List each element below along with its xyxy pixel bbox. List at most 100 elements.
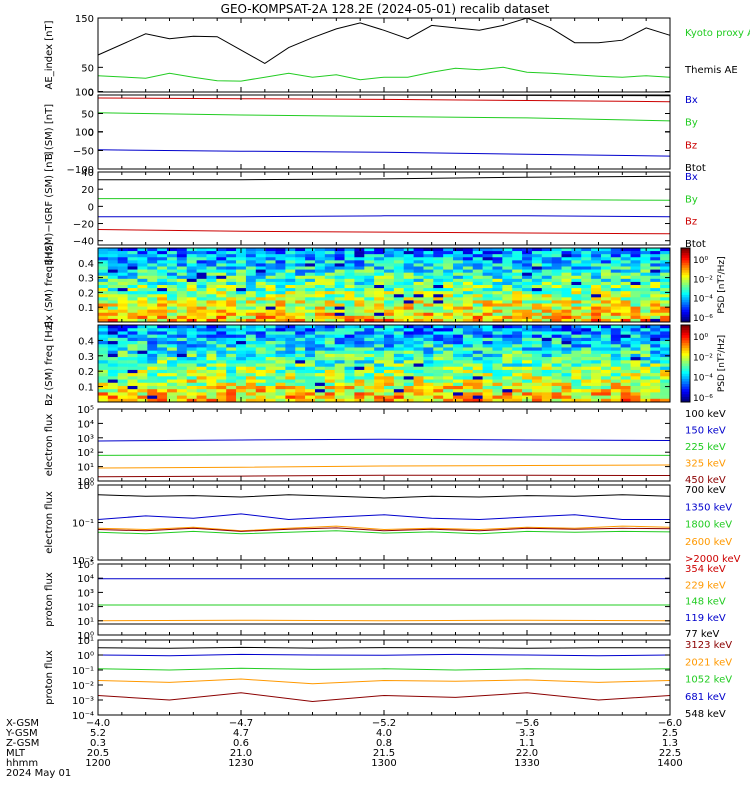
spectrogram-cell xyxy=(176,328,188,332)
spectrogram-cell xyxy=(107,334,119,339)
spectrogram-cell xyxy=(295,257,306,261)
spectrogram-cell xyxy=(512,337,523,342)
spectrogram-cell xyxy=(216,379,227,384)
spectrogram-cell xyxy=(344,257,355,261)
spectrogram-cell xyxy=(581,334,592,339)
spectrogram-cell xyxy=(403,328,414,332)
spectrogram-cell xyxy=(571,306,582,310)
spectrogram-cell xyxy=(384,392,395,396)
spectrogram-cell xyxy=(354,350,365,355)
spectrogram-cell xyxy=(531,269,543,273)
colorbar-step xyxy=(681,348,690,352)
spectrogram-cell xyxy=(482,373,493,377)
spectrogram-cell xyxy=(137,382,148,387)
spectrogram-cell xyxy=(137,257,148,261)
y-tick-label: 10⁴ xyxy=(77,419,94,430)
spectrogram-cell xyxy=(354,337,365,342)
spectrogram-cell xyxy=(137,303,148,307)
spectrogram-cell xyxy=(98,344,109,348)
spectrogram-cell xyxy=(98,353,109,358)
spectrogram-cell xyxy=(561,318,572,323)
spectrogram-cell xyxy=(512,275,523,280)
spectrogram-cell xyxy=(571,281,582,286)
spectrogram-cell xyxy=(285,291,296,295)
spectrogram-cell xyxy=(541,300,552,304)
spectrogram-cell xyxy=(245,315,257,320)
spectrogram-cell xyxy=(660,318,671,323)
spectrogram-cell xyxy=(433,318,444,323)
spectrogram-cell xyxy=(660,347,671,351)
spectrogram-cell xyxy=(324,291,335,295)
spectrogram-cell xyxy=(423,389,434,393)
spectrogram-cell xyxy=(147,269,158,273)
spectrogram-cell xyxy=(541,254,552,258)
spectrogram-cell xyxy=(551,373,562,377)
spectrogram-cell xyxy=(650,300,661,304)
spectrogram-cell xyxy=(196,300,207,304)
spectrogram-cell xyxy=(314,269,326,273)
spectrogram-cell xyxy=(295,389,306,393)
spectrogram-cell xyxy=(147,385,158,390)
spectrogram-cell xyxy=(561,306,572,310)
spectrogram-cell xyxy=(384,297,395,301)
spectrogram-cell xyxy=(502,266,513,270)
spectrogram-cell xyxy=(393,357,405,361)
spectrogram-cell xyxy=(196,294,207,298)
spectrogram-cell xyxy=(561,325,572,329)
spectrogram-cell xyxy=(492,260,503,264)
spectrogram-cell xyxy=(423,269,434,273)
spectrogram-cell xyxy=(137,385,148,390)
spectrogram-cell xyxy=(236,392,247,396)
spectrogram-cell xyxy=(265,341,276,345)
spectrogram-cell xyxy=(344,382,355,387)
spectrogram-cell xyxy=(561,344,572,348)
spectrogram-cell xyxy=(433,303,444,307)
spectrogram-cell xyxy=(364,398,375,403)
spectrogram-cell xyxy=(413,285,424,289)
spectrogram-cell xyxy=(236,294,247,298)
spectrogram-cell xyxy=(660,257,671,261)
spectrogram-cell xyxy=(393,309,405,314)
spectrogram-cell xyxy=(640,281,651,286)
spectrogram-cell xyxy=(581,382,592,387)
spectrogram-cell xyxy=(541,369,552,374)
spectrogram-cell xyxy=(650,376,661,380)
spectrogram-cell xyxy=(176,360,188,364)
spectrogram-cell xyxy=(265,275,276,280)
spectrogram-cell xyxy=(196,373,207,377)
spectrogram-cell xyxy=(354,254,365,258)
spectrogram-cell xyxy=(522,379,533,384)
spectrogram-cell xyxy=(137,254,148,258)
spectrogram-cell xyxy=(127,347,138,351)
spectrogram-cell xyxy=(531,251,543,255)
spectrogram-cell xyxy=(660,269,671,273)
spectrogram-cell xyxy=(236,288,247,292)
spectrogram-cell xyxy=(620,341,631,345)
spectrogram-cell xyxy=(295,398,306,403)
spectrogram-cell xyxy=(433,360,444,364)
spectrogram-cell xyxy=(423,363,434,368)
colorbar-step xyxy=(681,248,690,251)
spectrogram-cell xyxy=(512,347,523,351)
spectrogram-cell xyxy=(433,263,444,267)
spectrogram-cell xyxy=(561,309,572,314)
spectrogram-cell xyxy=(167,360,178,364)
spectrogram-cell xyxy=(265,257,276,261)
colorbar-step xyxy=(681,325,690,328)
spectrogram-cell xyxy=(384,328,395,332)
spectrogram-cell xyxy=(620,360,631,364)
spectrogram-cell xyxy=(206,281,217,286)
colorbar-step xyxy=(681,389,690,393)
spectrogram-cell xyxy=(591,254,602,258)
spectrogram-cell xyxy=(196,248,207,252)
spectrogram-cell xyxy=(107,373,119,377)
spectrogram-cell xyxy=(384,291,395,295)
spectrogram-cell xyxy=(206,288,217,292)
spectrogram-cell xyxy=(157,297,168,301)
spectrogram-cell xyxy=(305,363,316,368)
spectrogram-cell xyxy=(393,275,405,280)
legend-entry: Bx xyxy=(685,95,698,106)
spectrogram-cell xyxy=(196,366,207,371)
spectrogram-cell xyxy=(522,257,533,261)
spectrogram-cell xyxy=(236,385,247,390)
